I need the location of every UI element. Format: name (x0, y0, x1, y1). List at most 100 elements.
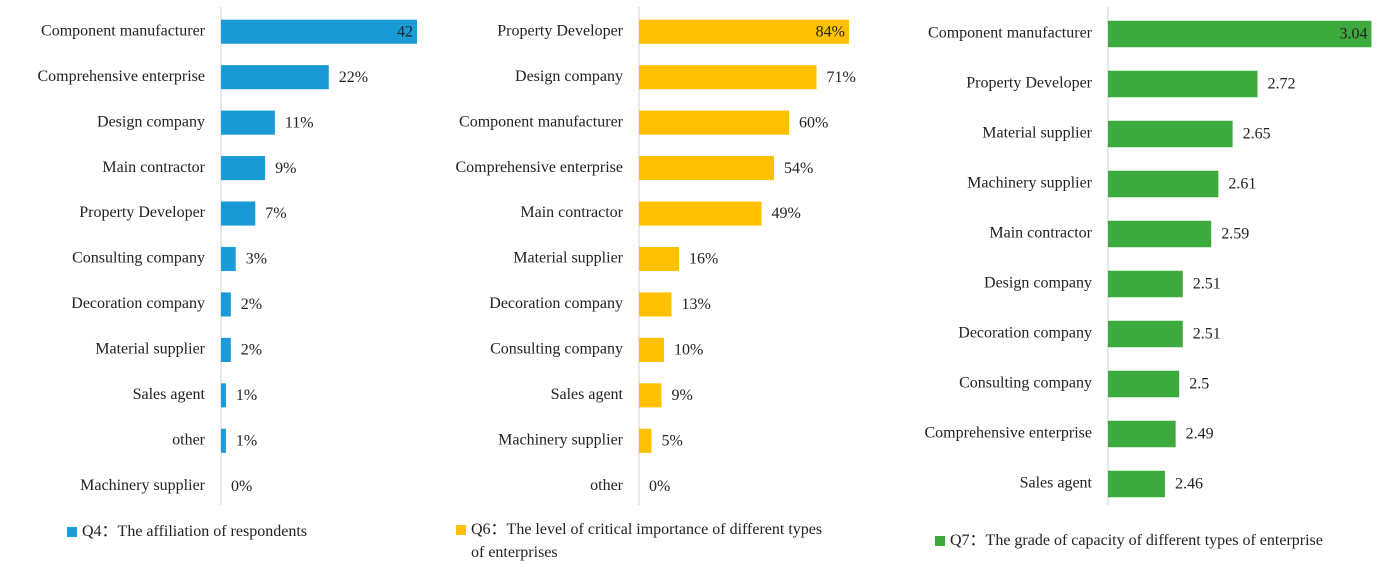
category-label: Machinery supplier (80, 477, 206, 494)
legend-text: Q6：The level of critical importance of d… (471, 521, 823, 561)
category-label: Component manufacturer (928, 25, 1093, 42)
value-label: 2.51 (1193, 326, 1221, 343)
category-label: Property Developer (497, 22, 623, 39)
category-label: Sales agent (133, 386, 206, 403)
bar (1108, 370, 1180, 398)
category-label: Decoration company (958, 325, 1092, 342)
category-label: Property Developer (79, 204, 205, 221)
category-label: Component manufacturer (41, 22, 206, 39)
bar (639, 201, 762, 226)
category-label: Decoration company (71, 295, 205, 312)
bar (221, 246, 236, 272)
category-label: Property Developer (966, 75, 1092, 92)
legend-swatch (67, 527, 77, 537)
value-label: 2.51 (1193, 276, 1221, 293)
bar (1108, 20, 1372, 48)
value-label: 71% (827, 69, 856, 86)
category-label: Main contractor (989, 225, 1092, 242)
bar (221, 201, 256, 226)
value-label: 22% (339, 69, 368, 86)
category-label: Sales agent (1020, 475, 1093, 492)
category-label: Component manufacturer (459, 113, 624, 130)
bar (1108, 420, 1176, 448)
value-label: 1% (236, 432, 257, 449)
bar (639, 65, 817, 90)
value-label: 42 (397, 23, 413, 40)
value-label: 60% (799, 114, 828, 131)
category-label: Sales agent (551, 386, 624, 403)
category-label: other (172, 431, 206, 448)
value-label: 5% (662, 432, 683, 449)
category-label: Design company (984, 275, 1092, 292)
bar (221, 19, 417, 44)
value-label: 2.59 (1221, 226, 1249, 243)
value-label: 2.72 (1268, 76, 1296, 93)
bar (1108, 220, 1212, 248)
category-label: other (590, 477, 624, 494)
bar (639, 383, 662, 408)
category-label: Consulting company (72, 250, 205, 267)
legend-swatch (935, 536, 945, 546)
value-label: 0% (231, 478, 252, 495)
bar (1108, 470, 1165, 498)
category-label: Main contractor (520, 204, 623, 221)
bar (639, 428, 652, 453)
value-label: 16% (689, 251, 718, 268)
category-label: Machinery supplier (498, 431, 624, 448)
bar (221, 156, 266, 181)
category-label: Main contractor (102, 159, 205, 176)
value-label: 7% (265, 205, 286, 222)
value-label: 13% (682, 296, 711, 313)
category-label: Material supplier (513, 250, 623, 267)
value-label: 1% (236, 387, 257, 404)
value-label: 9% (672, 387, 693, 404)
category-label: Design company (515, 68, 623, 85)
bar (1108, 120, 1233, 148)
value-label: 2.65 (1243, 126, 1271, 143)
bar (639, 110, 789, 135)
legend-text: Q7：The grade of capacity of different ty… (950, 532, 1323, 549)
value-label: 11% (285, 114, 314, 131)
category-label: Material supplier (982, 125, 1092, 142)
category-label: Design company (97, 113, 205, 130)
category-label: Comprehensive enterprise (38, 68, 206, 85)
value-label: 0% (649, 478, 670, 495)
value-label: 3% (246, 251, 267, 268)
value-label: 2.46 (1175, 476, 1203, 493)
legend: Q6：The level of critical importance of d… (456, 518, 826, 564)
value-label: 49% (772, 205, 801, 222)
category-label: Comprehensive enterprise (456, 159, 624, 176)
value-label: 2.61 (1228, 176, 1256, 193)
bar (221, 337, 231, 362)
legend-swatch (456, 525, 466, 535)
bar (1108, 170, 1219, 198)
category-label: Decoration company (489, 295, 623, 312)
value-label: 54% (784, 160, 813, 177)
legend: Q7：The grade of capacity of different ty… (935, 529, 1385, 552)
bar (221, 428, 226, 453)
legend: Q4：The affiliation of respondents (67, 520, 387, 543)
value-label: 10% (674, 342, 703, 359)
value-label: 2.5 (1189, 376, 1209, 393)
value-label: 3.04 (1339, 26, 1367, 43)
bar (639, 19, 849, 44)
bar (1108, 320, 1183, 348)
bar (221, 110, 275, 135)
value-label: 2% (241, 342, 262, 359)
value-label: 2.49 (1186, 426, 1214, 443)
bar (639, 337, 664, 362)
value-label: 9% (275, 160, 296, 177)
legend-text: Q4：The affiliation of respondents (82, 523, 307, 540)
category-label: Material supplier (95, 341, 205, 358)
bar (639, 246, 679, 272)
value-label: 2% (241, 296, 262, 313)
bar (221, 65, 329, 90)
bar (221, 292, 231, 317)
category-label: Machinery supplier (967, 175, 1093, 192)
bar (1108, 270, 1183, 298)
category-label: Consulting company (959, 375, 1092, 392)
category-label: Comprehensive enterprise (925, 425, 1093, 442)
category-label: Consulting company (490, 341, 623, 358)
